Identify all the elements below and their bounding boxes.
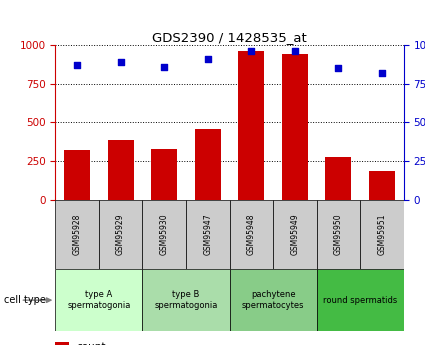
Bar <box>238 51 264 200</box>
Text: round spermatids: round spermatids <box>323 296 397 305</box>
Bar <box>55 342 69 345</box>
Title: GDS2390 / 1428535_at: GDS2390 / 1428535_at <box>152 31 307 44</box>
Text: GSM95947: GSM95947 <box>203 214 212 255</box>
Bar <box>282 54 308 200</box>
Bar <box>195 129 221 200</box>
FancyBboxPatch shape <box>55 200 99 269</box>
Text: GSM95949: GSM95949 <box>290 214 299 255</box>
Text: GSM95948: GSM95948 <box>247 214 256 255</box>
Text: GSM95950: GSM95950 <box>334 214 343 255</box>
Text: GSM95951: GSM95951 <box>377 214 386 255</box>
Text: cell type: cell type <box>4 295 46 305</box>
Bar <box>325 157 351 200</box>
Bar <box>151 149 177 200</box>
Text: pachytene
spermatocytes: pachytene spermatocytes <box>242 290 304 310</box>
FancyBboxPatch shape <box>317 200 360 269</box>
Point <box>292 48 298 54</box>
FancyBboxPatch shape <box>230 200 273 269</box>
Text: GSM95930: GSM95930 <box>160 214 169 255</box>
FancyBboxPatch shape <box>186 200 230 269</box>
Point <box>161 64 167 69</box>
Text: type B
spermatogonia: type B spermatogonia <box>154 290 218 310</box>
FancyBboxPatch shape <box>99 200 142 269</box>
Bar <box>108 139 133 200</box>
FancyBboxPatch shape <box>142 269 230 331</box>
FancyBboxPatch shape <box>230 269 317 331</box>
FancyBboxPatch shape <box>273 200 317 269</box>
Point <box>74 62 80 68</box>
Text: GSM95929: GSM95929 <box>116 214 125 255</box>
FancyBboxPatch shape <box>55 269 142 331</box>
Point <box>335 66 342 71</box>
Bar <box>64 150 90 200</box>
Point <box>379 70 385 76</box>
Text: count: count <box>76 342 106 345</box>
Point <box>248 48 255 54</box>
FancyBboxPatch shape <box>360 200 404 269</box>
FancyBboxPatch shape <box>142 200 186 269</box>
Point <box>204 56 211 61</box>
Point <box>117 59 124 65</box>
FancyBboxPatch shape <box>317 269 404 331</box>
Bar <box>369 170 395 200</box>
Text: GSM95928: GSM95928 <box>73 214 82 255</box>
Text: type A
spermatogonia: type A spermatogonia <box>67 290 130 310</box>
